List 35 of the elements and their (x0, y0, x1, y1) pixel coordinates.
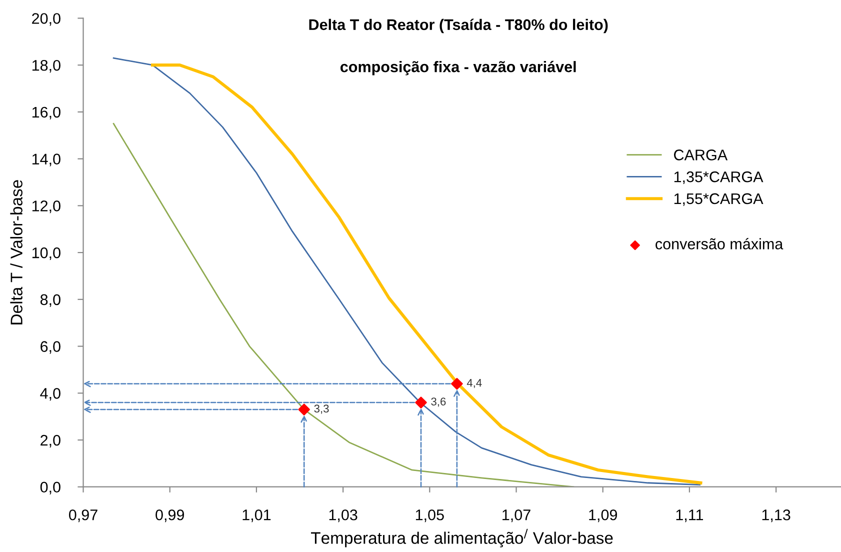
x-tick-label: 0,97 (68, 509, 98, 522)
data-label: 4,4 (466, 378, 482, 388)
x-tick-label: 1,13 (762, 509, 790, 522)
y-tick-label: 8,0 (40, 294, 60, 307)
x-tick-label: 1,11 (676, 510, 704, 522)
y-tick-label: 6,0 (40, 341, 60, 354)
legend-label: conversão máxima (656, 238, 784, 250)
x-tick-label: 1,09 (589, 509, 617, 522)
x-tick-label: 1,01 (242, 509, 271, 522)
legend-label: 1,35*CARGA (674, 171, 764, 184)
y-tick-label: 2,0 (40, 434, 60, 448)
y-tick-label: 0,0 (40, 482, 60, 494)
x-tick-label: 1,05 (416, 509, 444, 522)
data-label: 3,3 (314, 404, 329, 414)
x-axis-title: Temperatura de alimentação$^{/}$ Valor-base (311, 528, 613, 548)
y-tick-label: 14,0 (32, 154, 60, 166)
data-label: 3,6 (431, 398, 446, 407)
y-tick-label: 20,0 (32, 13, 60, 26)
y-tick-label: 18,0 (32, 60, 60, 73)
point (298, 404, 310, 416)
legend-label: CARGA (674, 150, 728, 160)
line-series (112, 122, 574, 487)
point (451, 378, 463, 390)
legend-label: 1,55*CARGA (674, 193, 764, 206)
y-tick-label: 16,0 (32, 106, 60, 120)
point (415, 396, 427, 408)
x-tick-label: 0,99 (156, 509, 184, 522)
chart-title: Delta T do Reator (Tsaída - T80% do leito) (309, 18, 608, 34)
y-tick-label: 10,0 (32, 247, 60, 260)
x-tick-label: 1,03 (329, 509, 358, 522)
text: composição fixa - vazão variável (340, 60, 576, 76)
x-tick-label: 1,07 (502, 509, 530, 522)
y-axis-title: Delta T / Valor-base (10, 180, 22, 324)
y-tick-label: 4,0 (40, 388, 60, 401)
y-tick-label: 12,0 (32, 200, 60, 214)
